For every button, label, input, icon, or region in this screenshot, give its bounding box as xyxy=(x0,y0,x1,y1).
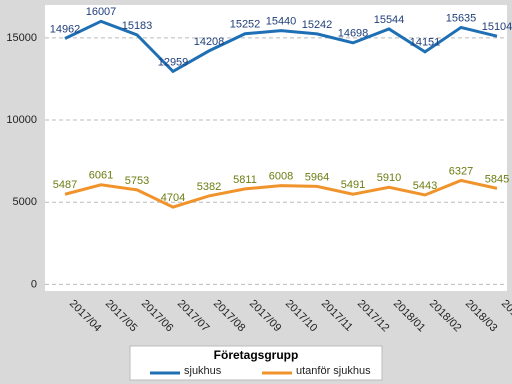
data-label: 5382 xyxy=(197,181,221,193)
data-label: 16007 xyxy=(86,6,117,18)
data-label: 12959 xyxy=(158,56,189,68)
data-label: 4704 xyxy=(161,192,185,204)
series-line xyxy=(64,178,498,209)
data-label: 15544 xyxy=(374,14,405,26)
data-label: 5753 xyxy=(125,175,149,187)
data-label: 6327 xyxy=(449,165,473,177)
data-label: 15242 xyxy=(302,19,333,31)
data-label: 15183 xyxy=(122,20,153,32)
series-line xyxy=(64,19,498,74)
y-tick-label: 10000 xyxy=(6,114,37,126)
data-label: 14698 xyxy=(338,28,369,40)
data-label: 5845 xyxy=(485,173,509,185)
legend-label: sjukhus xyxy=(184,365,222,377)
legend-label: utanför sjukhus xyxy=(296,365,371,377)
legend-title: Företagsgrupp xyxy=(214,348,299,362)
data-label: 5964 xyxy=(305,171,329,183)
data-label: 15440 xyxy=(266,16,297,28)
data-label: 15104 xyxy=(482,21,512,33)
plot-area xyxy=(45,5,507,291)
data-label: 14962 xyxy=(50,23,81,35)
y-tick-label: 5000 xyxy=(13,196,37,208)
y-tick-label: 15000 xyxy=(6,32,37,44)
data-label: 6008 xyxy=(269,171,293,183)
data-label: 15252 xyxy=(230,19,261,31)
y-tick-label: 0 xyxy=(31,278,37,290)
data-label: 5487 xyxy=(53,179,77,191)
data-label: 5811 xyxy=(233,174,257,186)
data-label: 5910 xyxy=(377,172,401,184)
data-label: 6061 xyxy=(89,170,113,182)
data-label: 14208 xyxy=(194,36,225,48)
data-label: 5491 xyxy=(341,179,365,191)
data-label: 5443 xyxy=(413,180,437,192)
data-label: 14151 xyxy=(410,37,441,49)
data-label: 15635 xyxy=(446,12,477,24)
